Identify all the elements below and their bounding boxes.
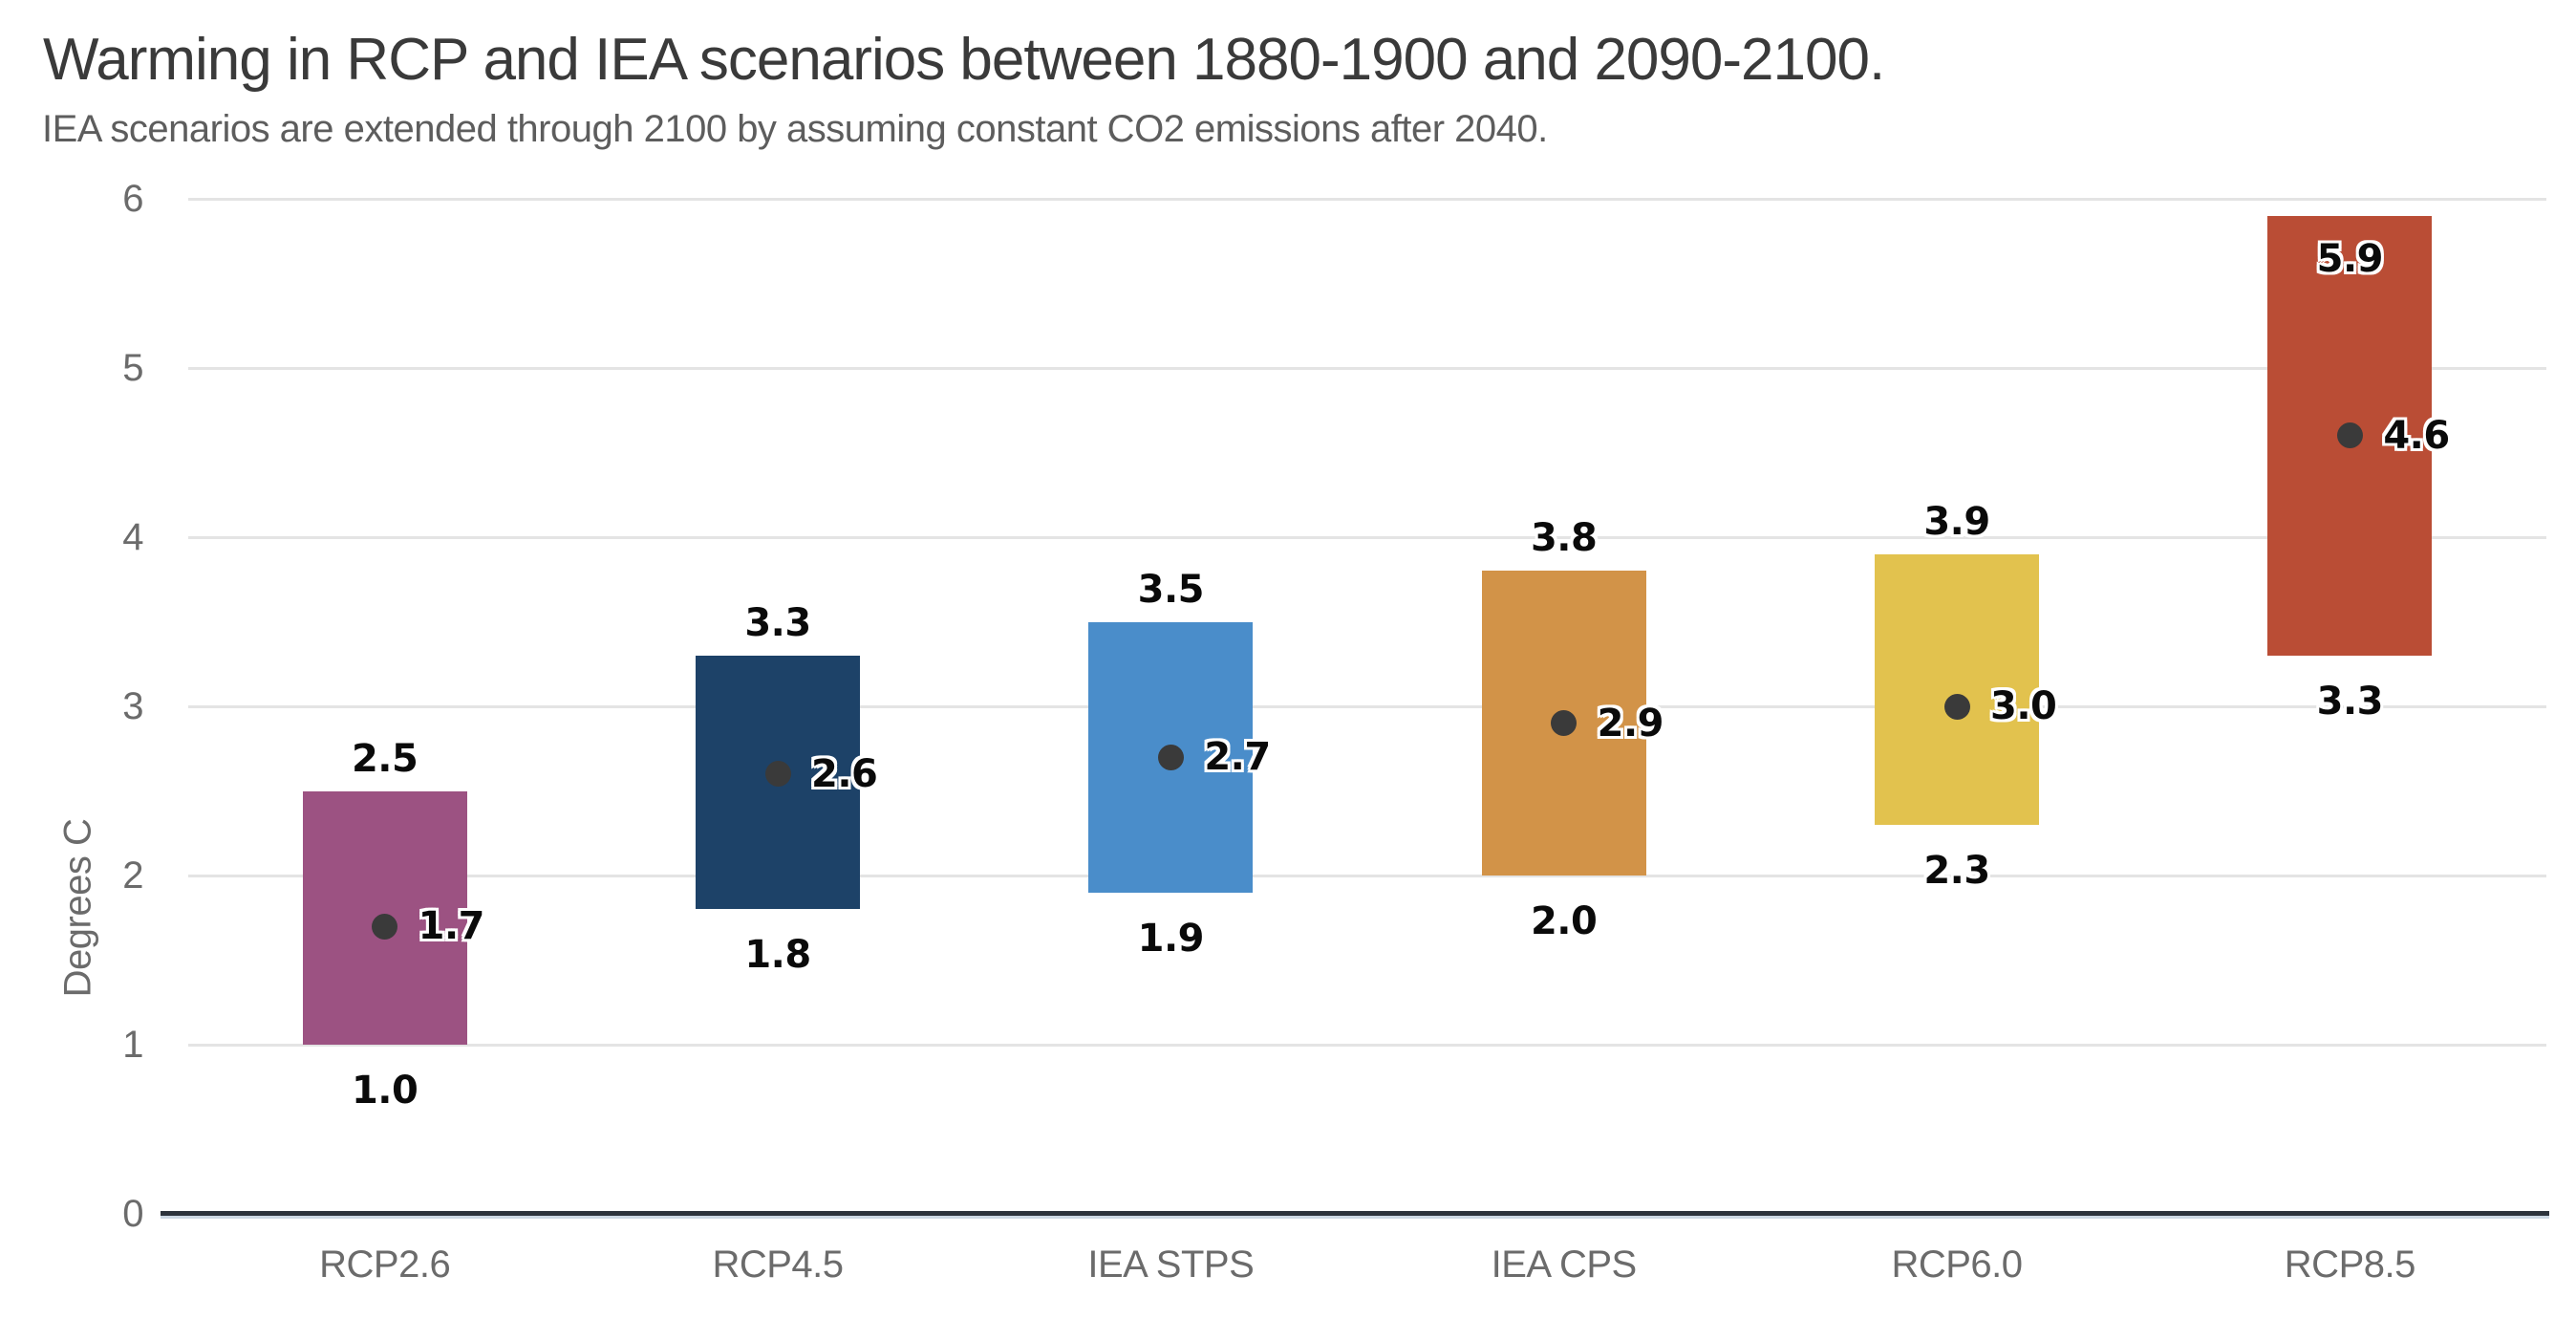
gridline [188,536,2546,539]
min-value-label: 2.3 [1923,848,1990,893]
y-tick-label: 1 [122,1024,143,1066]
y-tick-label: 4 [122,516,143,558]
category-label: IEA CPS [1491,1243,1638,1286]
midpoint-value-label: 3.0 [1990,684,2057,728]
y-tick-label: 2 [122,854,143,897]
category-label: RCP8.5 [2284,1243,2416,1286]
midpoint-dot[interactable] [372,913,398,940]
midpoint-dot[interactable] [1551,710,1578,737]
max-value-label: 3.5 [1137,567,1205,612]
min-value-label: 1.8 [744,933,811,978]
y-tick-label: 3 [122,685,143,727]
max-value-label: 2.5 [351,736,419,781]
min-value-label: 2.0 [1530,899,1598,943]
max-value-label: 3.8 [1530,516,1598,561]
max-value-label: 3.3 [744,600,811,645]
midpoint-value-label: 4.6 [2383,413,2450,458]
max-value-label: 3.9 [1923,499,1990,544]
category-label: RCP2.6 [319,1243,451,1286]
gridline [188,875,2546,877]
x-axis-baseline [161,1211,2549,1216]
gridline [188,198,2546,201]
midpoint-dot[interactable] [1943,693,1970,720]
category-label: RCP6.0 [1891,1243,2023,1286]
y-axis-title: Degrees C [56,818,99,998]
gridline [188,1044,2546,1047]
gridline [188,705,2546,708]
category-label: IEA STPS [1087,1243,1255,1286]
category-label: RCP4.5 [712,1243,844,1286]
gridline [188,367,2546,370]
midpoint-value-label: 1.7 [418,904,485,949]
midpoint-dot[interactable] [2336,422,2363,449]
min-value-label: 1.9 [1137,916,1205,961]
y-tick-label: 0 [122,1193,143,1235]
min-value-label: 3.3 [2316,679,2384,724]
y-tick-label: 5 [122,347,143,389]
midpoint-value-label: 2.6 [811,751,878,796]
midpoint-value-label: 2.9 [1597,701,1664,746]
range-bar[interactable] [1875,553,2039,825]
chart-title: Warming in RCP and IEA scenarios between… [43,27,1885,93]
midpoint-value-label: 2.7 [1204,735,1271,780]
max-value-label: 5.9 [2316,236,2384,281]
min-value-label: 1.0 [351,1069,419,1113]
y-tick-label: 6 [122,178,143,220]
midpoint-dot[interactable] [1157,744,1184,770]
x-axis-baseline-highlight [161,1216,2549,1219]
chart-subtitle: IEA scenarios are extended through 2100 … [42,108,1548,150]
midpoint-dot[interactable] [764,761,791,788]
